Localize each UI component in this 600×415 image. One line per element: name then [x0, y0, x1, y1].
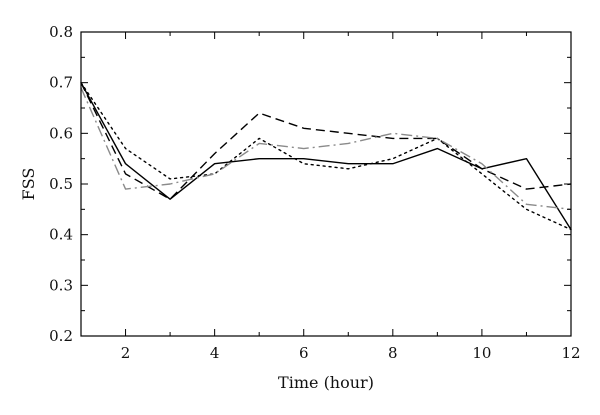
- y-tick-label: 0.4: [49, 226, 73, 244]
- y-tick-label: 0.3: [49, 276, 73, 294]
- x-tick-label: 10: [472, 344, 491, 362]
- series-group: [80, 81, 572, 231]
- x-tick-label: 2: [121, 344, 131, 362]
- x-tick-label: 12: [561, 344, 580, 362]
- x-tick-label: 8: [388, 344, 398, 362]
- x-tick-label: 4: [210, 344, 220, 362]
- series-line-2-dashed: [80, 82, 572, 200]
- y-tick-label: 0.5: [49, 175, 73, 193]
- plot-background: [81, 32, 571, 336]
- y-tick-label: 0.8: [49, 23, 73, 41]
- series-line-3-dotted: [80, 81, 572, 231]
- series-line-1-solid: [80, 82, 572, 230]
- plot-area: [81, 32, 571, 336]
- labels-group: Time (hour) FSS: [19, 168, 374, 392]
- y-tick-label: 0.2: [49, 327, 73, 345]
- y-tick-label: 0.6: [49, 124, 73, 142]
- series-line-4-dashdot: [80, 87, 572, 211]
- x-tick-label: 6: [299, 344, 309, 362]
- x-axis-label: Time (hour): [278, 373, 374, 392]
- ticks-group: 2 4 6 8 10 12 0.2 0.3 0.4 0.5 0.6 0.7 0.8: [49, 23, 580, 362]
- y-tick-label: 0.7: [49, 74, 73, 92]
- y-axis-label: FSS: [19, 168, 38, 201]
